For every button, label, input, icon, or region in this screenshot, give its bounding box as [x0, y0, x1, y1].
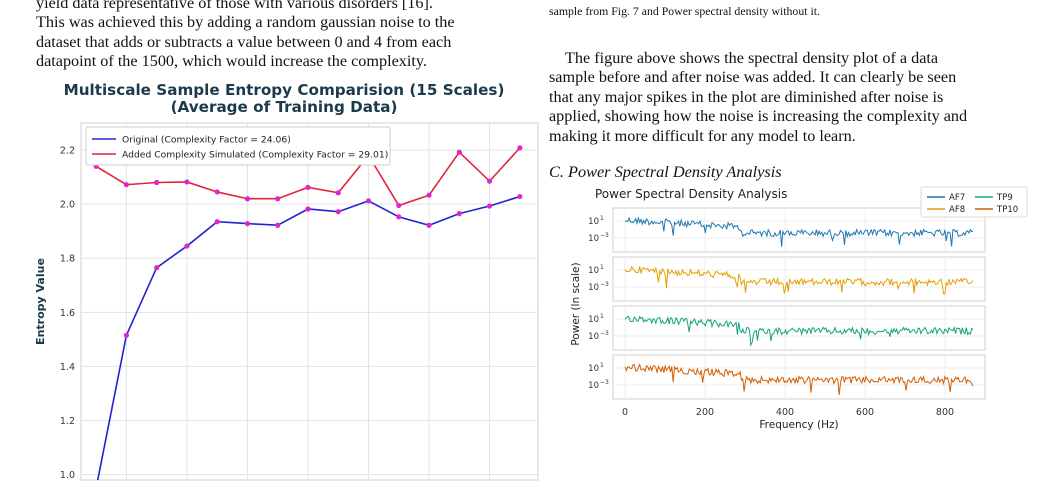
- x-axis-label: Frequency (Hz): [759, 419, 838, 431]
- paragraph-line: The figure above shows the spectral dens…: [565, 49, 939, 67]
- data-point: [244, 221, 251, 227]
- data-point: [244, 196, 251, 202]
- legend-label: TP10: [996, 205, 1018, 215]
- y-tick-label: 10: [588, 364, 599, 374]
- entropy-chart: 1.0 1.2 1.4 1.6 1.8 2.0 2.2 Entropy Value Origin…: [34, 122, 539, 491]
- y-tick-exponent: −3: [600, 232, 609, 239]
- data-point: [456, 149, 462, 155]
- legend-box: [85, 126, 391, 166]
- y-tick-label: 1.0: [60, 470, 75, 481]
- plot-area: [80, 122, 539, 481]
- data-point: [486, 203, 493, 209]
- y-tick-label: 2.0: [60, 200, 75, 211]
- psd-trace: [624, 315, 974, 347]
- paragraph-line: This was achieved this by adding a rando…: [36, 13, 455, 32]
- right-paragraph: The figure above shows the spectral dens…: [549, 49, 1026, 146]
- psd-legend: AF7 AF8 TP9 TP10: [920, 186, 1028, 218]
- paragraph-line: yield data representative of those with …: [36, 0, 433, 12]
- psd-trace: [624, 362, 974, 395]
- legend-label: AF8: [949, 205, 965, 215]
- data-point: [214, 189, 220, 195]
- data-point: [335, 209, 341, 215]
- x-tick-label: 0: [622, 407, 628, 418]
- data-point: [305, 184, 311, 190]
- y-tick-label: 1.2: [60, 416, 75, 427]
- y-tick-label: 10: [588, 266, 599, 276]
- x-tick-label: 200: [696, 407, 714, 418]
- paragraph-line: applied, showing how the noise is increa…: [549, 107, 968, 126]
- data-point: [396, 214, 402, 220]
- paragraph-line: dataset that adds or subtracts a value b…: [36, 32, 452, 51]
- y-tick-exponent: 1: [600, 362, 604, 369]
- data-point: [184, 179, 190, 185]
- x-tick-label: 800: [936, 407, 954, 418]
- data-point: [123, 182, 129, 188]
- data-point: [335, 190, 341, 196]
- y-axis-label: Power (ln scale): [570, 262, 582, 345]
- data-point: [94, 486, 99, 491]
- legend-label: Original (Complexity Factor = 24.06): [122, 135, 291, 146]
- x-tick-label: 600: [856, 407, 874, 418]
- legend-label: TP9: [996, 193, 1013, 203]
- data-point: [154, 179, 160, 186]
- y-tick-label: 10: [588, 234, 599, 244]
- data-point: [184, 243, 190, 249]
- paragraph-line: sample before and after noise was added.…: [549, 68, 957, 87]
- y-tick-exponent: 1: [600, 264, 604, 271]
- paragraph-line: datapoint of the 1500, which would incre…: [36, 52, 427, 71]
- legend-label: AF7: [949, 193, 965, 203]
- data-point: [396, 202, 402, 209]
- y-tick-label: 10: [588, 381, 599, 391]
- data-point: [517, 145, 523, 151]
- series-group: [93, 145, 523, 491]
- data-point: [275, 222, 281, 228]
- data-point: [154, 265, 160, 271]
- y-tick-label: 10: [588, 332, 599, 342]
- y-tick-exponent: −3: [600, 379, 609, 386]
- subsection-heading: C. Power Spectral Density Analysis: [549, 162, 782, 181]
- data-point: [365, 198, 372, 204]
- psd-trace: [624, 216, 974, 247]
- y-tick-label: 10: [588, 315, 599, 325]
- y-tick-label: 10: [588, 283, 599, 293]
- panel-frame: [612, 256, 986, 302]
- legend: Original (Complexity Factor = 24.06) Adde…: [85, 126, 391, 166]
- data-point: [426, 192, 432, 198]
- legend-box: [920, 186, 1028, 218]
- psd-panel-tp9: 10 110 −3: [588, 305, 986, 351]
- y-tick-label: 1.8: [60, 254, 75, 265]
- y-tick-exponent: 1: [600, 313, 604, 320]
- y-tick-exponent: 1: [600, 215, 604, 222]
- y-tick-label: 2.2: [60, 146, 75, 157]
- data-point: [123, 332, 129, 338]
- chart-title-line: (Average of Training Data): [170, 98, 398, 116]
- psd-title: Power Spectral Density Analysis: [595, 187, 787, 201]
- data-point: [426, 222, 432, 228]
- figure-caption: sample from Fig. 7 and Power spectral de…: [549, 4, 1029, 18]
- y-tick-exponent: −3: [600, 330, 609, 337]
- y-tick-label: 1.4: [60, 362, 75, 373]
- data-point: [456, 211, 462, 217]
- y-tick-label: 10: [588, 217, 599, 227]
- psd-trace: [624, 265, 974, 295]
- data-point: [305, 206, 311, 212]
- data-point: [486, 178, 493, 184]
- entropy-chart-title: Multiscale Sample Entropy Comparision (1…: [44, 82, 524, 116]
- caption-line: sample from Fig. 7 and Power spectral de…: [549, 4, 820, 18]
- data-point: [214, 219, 220, 225]
- chart-title-line: Multiscale Sample Entropy Comparision (1…: [63, 81, 505, 99]
- psd-panel-af8: 10 110 −3: [588, 256, 986, 302]
- paragraph-line: making it more difficult for any model t…: [549, 126, 856, 145]
- data-point: [275, 196, 281, 202]
- legend-label: Added Complexity Simulated (Complexity F…: [122, 150, 388, 161]
- y-tick-label: 1.6: [60, 308, 75, 319]
- data-point: [517, 193, 523, 200]
- psd-panel-tp10: 10 110 −3: [588, 354, 986, 400]
- y-tick-exponent: −3: [600, 281, 609, 288]
- left-paragraph: yield data representative of those with …: [36, 0, 526, 72]
- x-tick-label: 400: [776, 407, 794, 418]
- y-axis-label: Entropy Value: [34, 258, 47, 345]
- paragraph-line: that any major spikes in the plot are di…: [549, 87, 944, 106]
